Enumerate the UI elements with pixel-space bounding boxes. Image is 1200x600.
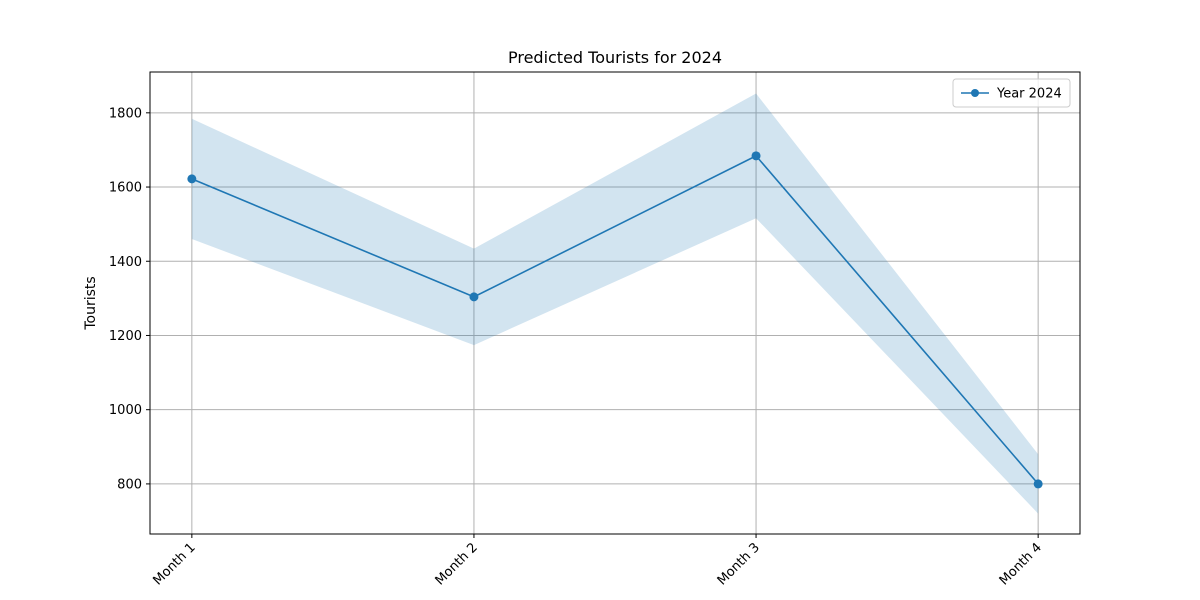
confidence-band (191, 93, 1039, 514)
data-point (187, 174, 197, 184)
y-tick-label: 1200 (109, 329, 142, 344)
legend-box (952, 78, 1071, 108)
y-tick-label: 1600 (109, 181, 142, 196)
y-axis-ticks: 800 1000 1200 1400 1600 1800 (109, 106, 150, 492)
chart-title: Predicted Tourists for 2024 (508, 48, 722, 67)
data-point (1033, 479, 1043, 489)
y-axis-label: Tourists (83, 276, 99, 330)
x-tick-label: Month 4 (997, 540, 1045, 588)
legend: Year 2024 (952, 78, 1071, 108)
data-point (469, 292, 479, 302)
x-tick-label: Month 1 (150, 540, 198, 588)
series-line (191, 154, 1039, 485)
legend-marker-dot (971, 89, 979, 97)
y-tick-label: 1800 (109, 106, 142, 121)
x-tick-label: Month 2 (433, 540, 481, 588)
x-tick-label: Month 3 (715, 540, 763, 588)
data-point-layer (187, 151, 1043, 489)
series-line-layer (191, 154, 1039, 485)
confidence-band-layer (191, 93, 1039, 514)
x-axis-ticks: Month 1 Month 2 Month 3 Month 4 (150, 534, 1045, 588)
y-tick-label: 1400 (109, 255, 142, 270)
plot-area-frame (149, 71, 1081, 535)
legend-label: Year 2024 (996, 87, 1062, 102)
data-point (751, 151, 761, 161)
grid (150, 72, 1080, 534)
y-tick-label: 1000 (109, 403, 142, 418)
y-tick-label: 800 (117, 477, 142, 492)
